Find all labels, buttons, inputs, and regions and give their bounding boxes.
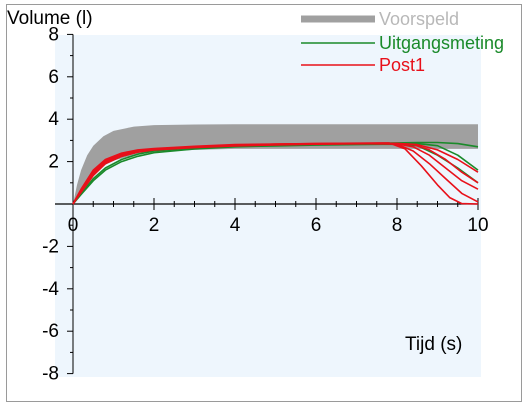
y-tick-label: -6 — [42, 321, 59, 342]
x-tick-label: 6 — [311, 215, 322, 236]
y-tick-label: 4 — [48, 109, 59, 130]
legend-label-uitgangsmeting: Uitgangsmeting — [379, 33, 504, 53]
x-tick-label: 2 — [149, 215, 160, 236]
y-tick-label: -8 — [42, 364, 59, 385]
series-layer — [72, 141, 479, 205]
x-tick-label: 4 — [230, 215, 241, 236]
x-tick-label: 0 — [68, 215, 79, 236]
y-tick-label: -4 — [42, 279, 59, 300]
y-tick-label: 2 — [48, 152, 59, 173]
legend: Voorspeld Uitgangsmeting Post1 — [301, 9, 504, 75]
x-tick-label: 10 — [467, 215, 488, 236]
x-tick-label: 8 — [392, 215, 403, 236]
x-axis-title: Tijd (s) — [405, 334, 462, 355]
y-tick-label: 6 — [48, 67, 59, 88]
y-tick-label: -2 — [42, 236, 59, 257]
legend-label-post1: Post1 — [379, 55, 425, 75]
legend-label-voorspeld: Voorspeld — [379, 9, 459, 29]
tick-labels: 8 6 4 2 -2 -4 -6 -8 0 2 4 6 8 10 — [42, 24, 488, 384]
y-axis-title: Volume (l) — [7, 8, 93, 29]
y-tick-label: 8 — [48, 24, 59, 45]
chart-frame: 8 6 4 2 -2 -4 -6 -8 0 2 4 6 8 10 Volume (l) Tijd (s) … — [6, 4, 522, 402]
plot-area-background — [55, 35, 481, 377]
series-post1-curve-5 — [72, 142, 479, 205]
